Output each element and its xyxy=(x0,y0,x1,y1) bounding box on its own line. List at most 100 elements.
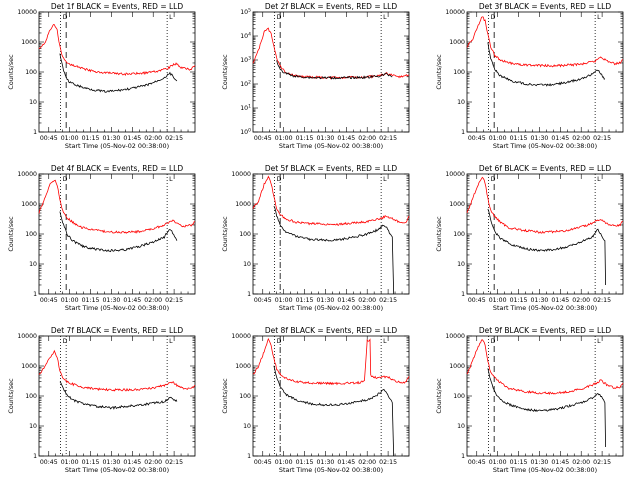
y-tick-label: 105 xyxy=(240,8,251,17)
x-tick-label: 02:00 xyxy=(144,297,162,304)
y-tick-label: 1000 xyxy=(449,363,465,370)
y-axis-label: Counts/sec xyxy=(435,216,443,252)
y-tick-label: 100 xyxy=(240,128,251,137)
y-axis-label: Counts/sec xyxy=(435,54,443,90)
y-tick-label: 10000 xyxy=(17,171,37,178)
x-tick-label: 02:00 xyxy=(144,135,162,142)
marker-label: D xyxy=(491,14,496,21)
plot-frame xyxy=(466,335,624,457)
x-tick-label: 01:45 xyxy=(123,459,141,466)
x-tick-label: 01:15 xyxy=(82,297,100,304)
panel-det-9: Det 9f BLACK = Events, RED = LLD 1 10 100 10… xyxy=(435,326,624,474)
y-axis-label: Counts/sec xyxy=(7,216,15,252)
x-tick-label: 01:15 xyxy=(510,135,528,142)
x-tick-label: 02:15 xyxy=(165,459,183,466)
x-axis-label: Start Time (05-Nov-02 00:38:00) xyxy=(65,466,169,474)
panel-title: Det 6f BLACK = Events, RED = LLD xyxy=(479,164,612,173)
x-tick-label: 02:15 xyxy=(165,297,183,304)
marker-label: L xyxy=(383,338,387,345)
x-tick-label: 01:00 xyxy=(489,135,507,142)
x-tick-label: 00:45 xyxy=(40,135,58,142)
x-tick-label: 01:45 xyxy=(123,135,141,142)
series-events-line xyxy=(276,60,393,80)
panel-title: Det 5f BLACK = Events, RED = LLD xyxy=(265,164,398,173)
x-tick-label: 02:00 xyxy=(358,459,376,466)
series-events-line xyxy=(273,205,395,295)
x-tick-label: 01:15 xyxy=(296,297,314,304)
panel-det-5: Det 5f BLACK = Events, RED = LLD 1 10 100 10… xyxy=(221,164,410,312)
y-tick-label: 10 xyxy=(243,423,251,430)
y-tick-label: 100 xyxy=(239,393,251,400)
x-tick-label: 01:30 xyxy=(317,297,335,304)
x-tick-label: 01:00 xyxy=(489,459,507,466)
panel-title: Det 2f BLACK = Events, RED = LLD xyxy=(265,2,398,11)
series-lld-line xyxy=(38,179,196,234)
marker-label: D xyxy=(63,14,68,21)
marker-label: D xyxy=(63,338,68,345)
y-tick-label: 1000 xyxy=(449,39,465,46)
panel-title: Det 9f BLACK = Events, RED = LLD xyxy=(479,326,612,335)
x-tick-label: 01:30 xyxy=(103,297,121,304)
y-tick-label: 100 xyxy=(25,231,37,238)
plot-frame xyxy=(38,11,196,133)
y-tick-label: 1 xyxy=(33,291,37,298)
y-tick-label: 1000 xyxy=(21,201,37,208)
x-tick-label: 01:15 xyxy=(82,459,100,466)
x-tick-label: 02:00 xyxy=(358,297,376,304)
x-tick-label: 00:45 xyxy=(254,297,272,304)
y-axis-label: Counts/sec xyxy=(221,54,229,90)
y-tick-label: 1000 xyxy=(449,201,465,208)
x-tick-label: 02:00 xyxy=(144,459,162,466)
y-tick-label: 10000 xyxy=(231,333,251,340)
y-tick-label: 1 xyxy=(33,129,37,136)
y-tick-label: 10 xyxy=(457,423,465,430)
marker-label: D xyxy=(277,14,282,21)
x-tick-label: 01:00 xyxy=(275,135,293,142)
x-tick-label: 02:15 xyxy=(165,135,183,142)
y-tick-label: 104 xyxy=(240,32,251,41)
x-tick-label: 01:30 xyxy=(531,135,549,142)
y-axis-label: Counts/sec xyxy=(221,216,229,252)
x-tick-label: 00:45 xyxy=(468,135,486,142)
x-tick-label: 01:00 xyxy=(489,297,507,304)
y-tick-label: 1 xyxy=(247,453,251,460)
marker-label: D xyxy=(277,176,282,183)
x-tick-label: 01:45 xyxy=(551,297,569,304)
x-tick-label: 01:15 xyxy=(296,459,314,466)
x-tick-label: 02:00 xyxy=(358,135,376,142)
x-axis-label: Start Time (05-Nov-02 00:38:00) xyxy=(493,466,597,474)
y-tick-label: 100 xyxy=(453,393,465,400)
x-tick-label: 01:45 xyxy=(337,297,355,304)
marker-label: L xyxy=(597,176,601,183)
marker-label: D xyxy=(277,338,282,345)
y-tick-label: 103 xyxy=(240,56,251,65)
x-tick-label: 01:45 xyxy=(551,135,569,142)
panel-title: Det 3f BLACK = Events, RED = LLD xyxy=(479,2,612,11)
x-tick-label: 01:00 xyxy=(61,297,79,304)
series-lld-line xyxy=(38,349,196,392)
series-lld-line xyxy=(38,24,196,77)
x-tick-label: 01:30 xyxy=(103,459,121,466)
x-axis-label: Start Time (05-Nov-02 00:38:00) xyxy=(279,142,383,150)
y-tick-label: 10 xyxy=(457,99,465,106)
x-tick-label: 01:15 xyxy=(510,297,528,304)
series-lld-line xyxy=(466,339,624,396)
x-tick-label: 00:45 xyxy=(468,297,486,304)
marker-label: L xyxy=(169,338,173,345)
plot-frame xyxy=(38,335,196,457)
x-tick-label: 02:00 xyxy=(572,459,590,466)
panel-title: Det 8f BLACK = Events, RED = LLD xyxy=(265,326,398,335)
x-tick-label: 01:45 xyxy=(337,459,355,466)
marker-label: L xyxy=(597,14,601,21)
panel-title: Det 1f BLACK = Events, RED = LLD xyxy=(51,2,184,11)
panel-title: Det 7f BLACK = Events, RED = LLD xyxy=(51,326,184,335)
x-axis-label: Start Time (05-Nov-02 00:38:00) xyxy=(279,466,383,474)
series-lld-line xyxy=(252,27,410,80)
y-tick-label: 10 xyxy=(243,261,251,268)
panel-det-2: Det 2f BLACK = Events, RED = LLD 100 101 10… xyxy=(221,2,410,150)
marker-label: L xyxy=(169,176,173,183)
plot-frame xyxy=(38,173,196,295)
x-axis-label: Start Time (05-Nov-02 00:38:00) xyxy=(493,142,597,150)
marker-label: L xyxy=(597,338,601,345)
